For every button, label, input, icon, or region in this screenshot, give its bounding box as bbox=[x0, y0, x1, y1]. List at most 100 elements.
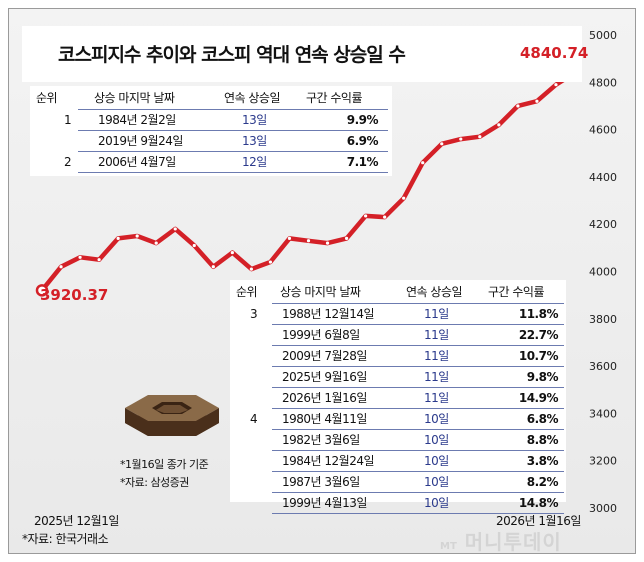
table-row: 2026년 1월16일 11일 14.9% bbox=[236, 388, 566, 409]
row-rule bbox=[272, 471, 564, 472]
return-cell: 3.8% bbox=[526, 454, 559, 468]
row-rule bbox=[272, 429, 564, 430]
date-cell: 1984년 12월24일 bbox=[282, 454, 375, 468]
rank-cell: 4 bbox=[250, 412, 258, 426]
return-cell: 8.2% bbox=[526, 475, 559, 489]
table-row: 3 1988년 12월14일 11일 11.8% bbox=[236, 304, 566, 325]
data-point bbox=[535, 99, 539, 103]
date-cell: 2019년 9월24일 bbox=[98, 134, 183, 148]
row-rule bbox=[78, 130, 388, 131]
date-cell: 1988년 12월14일 bbox=[282, 307, 375, 321]
y-tick-label: 3400 bbox=[589, 407, 617, 420]
date-cell: 1984년 2월2일 bbox=[98, 113, 176, 127]
data-point bbox=[211, 265, 215, 269]
data-point bbox=[497, 123, 501, 127]
table-row: 4 1980년 4월11일 10일 6.8% bbox=[236, 409, 566, 430]
watermark-prefix: MT bbox=[440, 541, 457, 552]
table-row: 1999년 6월8일 11일 22.7% bbox=[236, 325, 566, 346]
days-cell: 10일 bbox=[424, 475, 449, 489]
column-header: 상승 마지막 날짜 bbox=[280, 285, 361, 299]
row-rule bbox=[272, 345, 564, 346]
data-point bbox=[192, 243, 196, 248]
table-row: 2009년 7월28일 11일 10.7% bbox=[236, 346, 566, 367]
rank-cell: 1 bbox=[64, 113, 72, 127]
return-cell: 14.9% bbox=[518, 391, 559, 405]
note-data-source: *자료: 삼성증권 bbox=[120, 476, 189, 489]
column-header: 구간 수익률 bbox=[488, 285, 545, 299]
data-point bbox=[516, 104, 520, 108]
first-value-label: 3920.37 bbox=[40, 286, 109, 304]
y-tick-label: 4000 bbox=[589, 266, 617, 279]
chart-title: 코스피지수 추이와 코스피 역대 연속 상승일 수 bbox=[58, 44, 406, 66]
data-point bbox=[421, 161, 425, 165]
data-point bbox=[268, 260, 273, 264]
start-point bbox=[35, 284, 49, 297]
date-cell: 2025년 9월16일 bbox=[282, 370, 367, 384]
days-cell: 10일 bbox=[424, 496, 449, 510]
days-cell: 11일 bbox=[424, 391, 449, 405]
table-row: 2 2006년 4월7일 12일 7.1% bbox=[36, 152, 390, 173]
table-row: 1984년 12월24일 10일 3.8% bbox=[236, 451, 566, 472]
row-rule bbox=[272, 408, 564, 409]
note-close-basis: *1월16일 종가 기준 bbox=[120, 458, 209, 471]
return-cell: 9.8% bbox=[526, 370, 559, 384]
data-point bbox=[135, 234, 139, 238]
row-rule bbox=[272, 324, 564, 325]
row-rule bbox=[272, 450, 564, 451]
days-cell: 10일 bbox=[424, 454, 449, 468]
top-table-panel bbox=[30, 86, 392, 176]
table-row: 1 1984년 2월2일 13일 9.9% bbox=[36, 110, 390, 131]
data-point bbox=[478, 135, 482, 139]
y-tick-label: 4400 bbox=[589, 171, 617, 184]
title-panel bbox=[22, 26, 582, 82]
row-rule bbox=[272, 366, 564, 367]
header-rule bbox=[272, 303, 564, 304]
data-point bbox=[230, 250, 234, 255]
coin-stack-icon bbox=[125, 395, 219, 436]
days-cell: 13일 bbox=[242, 134, 267, 148]
top-rank-table: 순위 상승 마지막 날짜 연속 상승일 구간 수익률 1 1984년 2월2일 13일 9.9… bbox=[36, 88, 390, 178]
row-rule bbox=[272, 513, 564, 514]
y-tick-label: 3600 bbox=[589, 360, 617, 373]
data-point bbox=[554, 83, 558, 87]
publisher-watermark: MT 머니투데이 bbox=[440, 526, 562, 555]
return-cell: 14.8% bbox=[518, 496, 559, 510]
data-point bbox=[383, 215, 387, 219]
data-point bbox=[459, 137, 463, 141]
column-header: 순위 bbox=[36, 91, 58, 105]
watermark-name: 머니투데이 bbox=[464, 530, 562, 554]
y-tick-label: 3200 bbox=[589, 455, 617, 468]
date-cell: 2006년 4월7일 bbox=[98, 155, 176, 169]
date-cell: 1982년 3월6일 bbox=[282, 433, 360, 447]
table-row: 2019년 9월24일 13일 6.9% bbox=[36, 131, 390, 152]
return-cell: 9.9% bbox=[346, 113, 379, 127]
x-end-label: 2026년 1월16일 bbox=[496, 514, 581, 528]
data-point bbox=[306, 239, 311, 243]
days-cell: 10일 bbox=[424, 412, 449, 426]
data-point bbox=[173, 227, 177, 231]
x-start-label: 2025년 12월1일 bbox=[34, 514, 119, 528]
days-cell: 10일 bbox=[424, 433, 449, 447]
y-tick-label: 4600 bbox=[589, 124, 617, 137]
return-cell: 8.8% bbox=[526, 433, 559, 447]
data-point bbox=[325, 241, 330, 245]
y-tick-label: 3000 bbox=[589, 502, 617, 515]
data-point bbox=[364, 214, 368, 218]
return-cell: 7.1% bbox=[346, 155, 379, 169]
column-header: 구간 수익률 bbox=[306, 91, 363, 105]
y-tick-label: 4800 bbox=[589, 76, 617, 89]
days-cell: 11일 bbox=[424, 307, 449, 321]
days-cell: 13일 bbox=[242, 113, 267, 127]
rank-cell: 3 bbox=[250, 307, 258, 321]
date-cell: 1987년 3월6일 bbox=[282, 475, 360, 489]
days-cell: 11일 bbox=[424, 328, 449, 342]
return-cell: 10.7% bbox=[518, 349, 559, 363]
data-point bbox=[78, 255, 82, 259]
data-point bbox=[59, 265, 63, 269]
rank-cell: 2 bbox=[64, 155, 72, 169]
table-row: 1999년 4월13일 10일 14.8% bbox=[236, 493, 566, 514]
data-point bbox=[287, 236, 292, 240]
row-rule bbox=[78, 151, 388, 152]
date-cell: 2026년 1월16일 bbox=[282, 391, 367, 405]
